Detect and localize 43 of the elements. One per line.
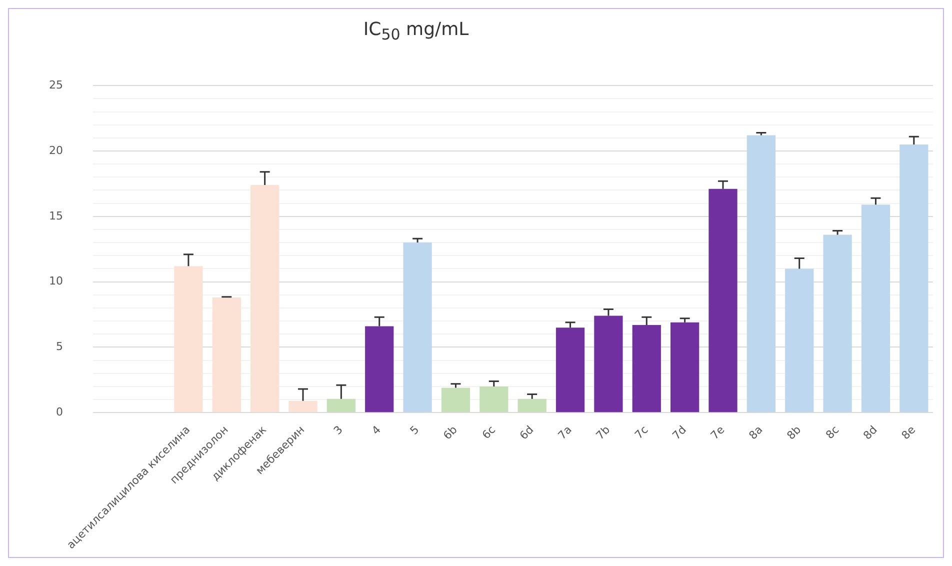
bar [480, 386, 508, 412]
y-tick-label: 10 [48, 274, 63, 288]
x-tick-label: 7c [632, 423, 651, 442]
x-tick-label: 4 [369, 423, 384, 438]
x-tick-label: 8e [899, 423, 918, 442]
bar [250, 185, 280, 412]
y-tick-label: 0 [56, 405, 63, 418]
x-tick-label: 6b [440, 423, 460, 442]
bar [785, 268, 814, 412]
bar [670, 322, 700, 412]
chart-title: IC$_{50}$ mg/mL [362, 18, 470, 46]
x-tick-label: 8c [823, 423, 842, 442]
bar [403, 242, 432, 412]
bar [900, 144, 928, 412]
bar [708, 188, 738, 412]
bar [518, 398, 546, 412]
bar [365, 326, 394, 412]
x-tick-label: 6d [517, 423, 536, 442]
bar [288, 400, 318, 412]
bar [441, 388, 470, 412]
x-tick-label: 7a [556, 423, 574, 442]
x-tick-label: 7d [670, 423, 689, 442]
y-tick-label: 25 [48, 78, 63, 92]
x-tick-label: 7b [594, 423, 613, 442]
x-tick-label: 8d [860, 423, 880, 442]
bar [632, 324, 661, 412]
bar [823, 234, 852, 412]
bar [174, 266, 203, 412]
bar [594, 316, 623, 412]
x-tick-label: 7e [708, 423, 728, 442]
bar [212, 297, 241, 412]
bar [326, 398, 356, 412]
y-tick-label: 5 [56, 340, 63, 354]
x-tick-label: 8b [784, 423, 804, 442]
x-tick-label: 5 [408, 423, 422, 438]
x-tick-label: 6c [480, 423, 498, 442]
bar [746, 135, 776, 412]
y-tick-label: 15 [48, 209, 63, 222]
x-tick-label: 3 [331, 423, 346, 438]
y-tick-label: 20 [48, 144, 63, 157]
bar [556, 328, 585, 412]
bar [861, 204, 890, 412]
x-tick-label: 8a [746, 423, 766, 442]
